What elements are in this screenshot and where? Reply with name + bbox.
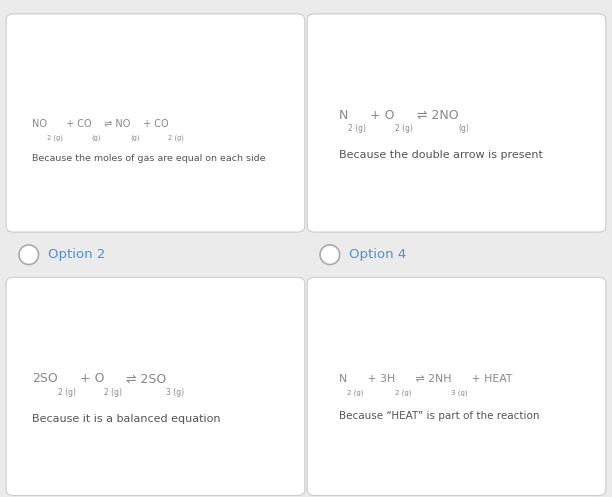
Text: (g): (g) xyxy=(458,124,469,133)
Text: ⇌ 2SO: ⇌ 2SO xyxy=(122,372,166,385)
FancyBboxPatch shape xyxy=(6,14,305,232)
Text: (g): (g) xyxy=(91,135,101,141)
Text: ⇌ NO: ⇌ NO xyxy=(101,119,130,129)
FancyBboxPatch shape xyxy=(307,14,606,232)
Text: 2 (g): 2 (g) xyxy=(347,390,364,396)
FancyBboxPatch shape xyxy=(6,277,305,496)
Text: ⇌ 2NH: ⇌ 2NH xyxy=(411,374,451,384)
Text: NO: NO xyxy=(32,119,47,129)
Text: Option 2: Option 2 xyxy=(48,248,105,261)
Text: 3 (g): 3 (g) xyxy=(451,390,468,396)
Ellipse shape xyxy=(320,245,340,264)
Text: (g): (g) xyxy=(130,135,140,141)
Text: Because it is a balanced equation: Because it is a balanced equation xyxy=(32,414,220,423)
Text: 2 (g): 2 (g) xyxy=(58,388,75,397)
Text: 2 (g): 2 (g) xyxy=(104,388,122,397)
Text: 2 (g): 2 (g) xyxy=(168,135,184,141)
Text: Because the moles of gas are equal on each side: Because the moles of gas are equal on ea… xyxy=(32,155,266,164)
Text: 3 (g): 3 (g) xyxy=(166,388,184,397)
Text: 2 (g): 2 (g) xyxy=(348,124,367,133)
Text: Because “HEAT” is part of the reaction: Because “HEAT” is part of the reaction xyxy=(339,411,540,421)
Text: N: N xyxy=(339,374,347,384)
Text: + CO: + CO xyxy=(62,119,91,129)
Text: + HEAT: + HEAT xyxy=(468,374,512,384)
Text: 2 (g): 2 (g) xyxy=(395,390,411,396)
Text: 2 (g): 2 (g) xyxy=(395,124,413,133)
Text: 2 (g): 2 (g) xyxy=(47,135,62,141)
Ellipse shape xyxy=(19,245,39,264)
Text: + 3H: + 3H xyxy=(364,374,395,384)
Text: Option 4: Option 4 xyxy=(349,248,406,261)
Text: 2SO: 2SO xyxy=(32,372,58,385)
Text: + O: + O xyxy=(75,372,104,385)
Text: N: N xyxy=(339,109,348,122)
Text: + CO: + CO xyxy=(140,119,168,129)
FancyBboxPatch shape xyxy=(307,277,606,496)
Text: + O: + O xyxy=(367,109,395,122)
Text: Because the double arrow is present: Because the double arrow is present xyxy=(339,150,543,160)
Text: ⇌ 2NO: ⇌ 2NO xyxy=(413,109,458,122)
